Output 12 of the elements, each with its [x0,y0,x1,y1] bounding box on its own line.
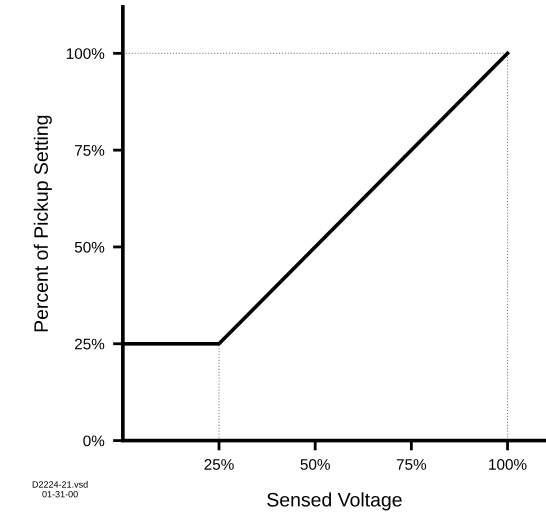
text: D2224-21.vsd 01-31-00 [32,481,88,498]
x-tick-label: 75% [396,459,426,470]
y-tick-label: 50% [74,242,104,253]
x-axis-title: Sensed Voltage [267,492,402,510]
x-tick-label: 25% [204,459,234,470]
x-tick-label: 100% [489,459,527,470]
x-tick-label: 50% [300,459,330,470]
y-tick-label: 25% [74,338,104,350]
y-tick-label: 75% [75,145,104,156]
y-axis-title: Percent of Pickup Setting [34,116,52,332]
y-tick-label: 0% [83,435,104,446]
y-tick-label: 100% [66,48,104,60]
